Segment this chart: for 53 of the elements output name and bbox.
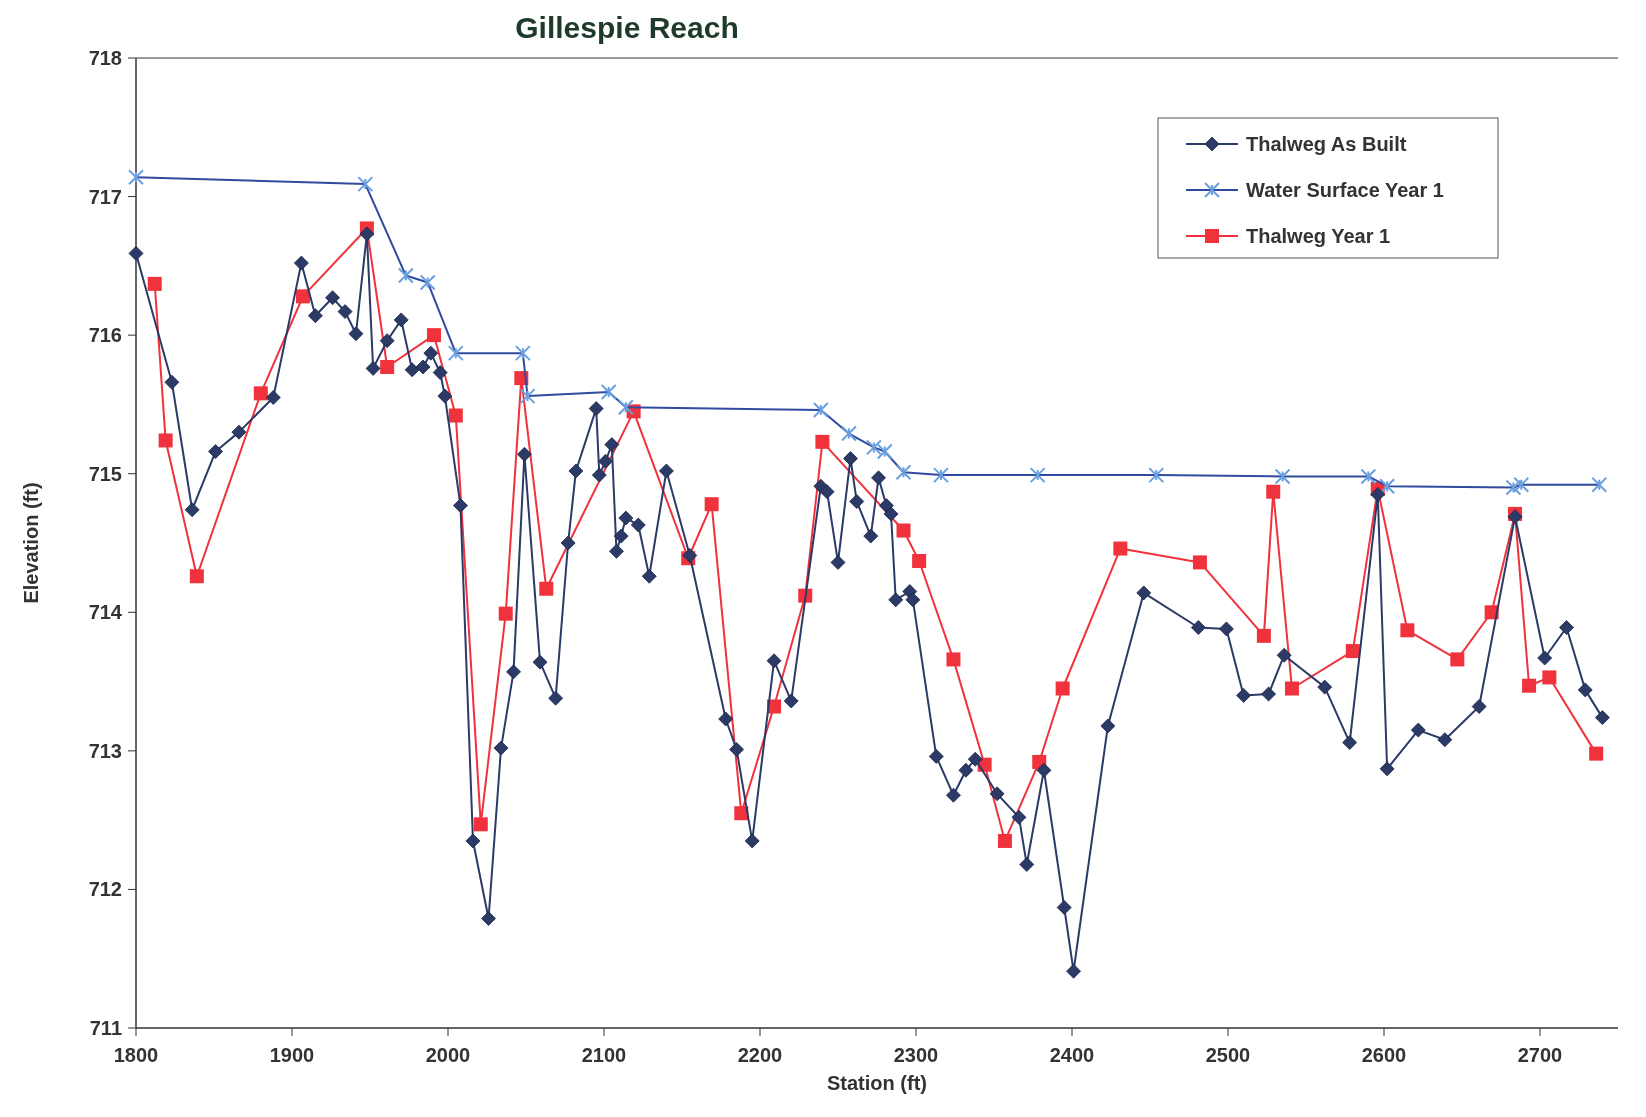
point [815, 434, 830, 449]
point [380, 360, 395, 375]
y-tick-label: 715 [88, 462, 122, 485]
point [946, 652, 961, 667]
point [147, 276, 162, 291]
x-tick-label: 2100 [581, 1044, 627, 1066]
point [1256, 628, 1271, 643]
point [498, 606, 513, 621]
x-tick-label: 2600 [1361, 1044, 1407, 1066]
point [704, 497, 719, 512]
point [1450, 652, 1465, 667]
point [1055, 681, 1070, 696]
legend-label: Thalweg Year 1 [1246, 225, 1391, 247]
y-tick-label: 716 [88, 324, 122, 347]
point [473, 817, 488, 832]
point [896, 523, 911, 538]
chart-title: Gillespie Reach [515, 11, 739, 44]
point [1284, 681, 1299, 696]
point [448, 408, 463, 423]
point [295, 289, 310, 304]
point [158, 433, 173, 448]
x-tick-label: 2200 [737, 1044, 783, 1066]
y-tick-label: 714 [88, 601, 123, 624]
y-tick-label: 718 [88, 47, 122, 69]
x-tick-label: 2500 [1205, 1044, 1251, 1066]
x-tick-label: 2400 [1049, 1044, 1095, 1066]
point [1266, 484, 1281, 499]
point [189, 569, 204, 584]
legend-label: Thalweg As Built [1246, 133, 1407, 155]
y-tick-label: 713 [88, 739, 122, 762]
y-tick-label: 717 [88, 185, 122, 208]
x-tick-label: 2300 [893, 1044, 939, 1066]
x-tick-label: 2700 [1517, 1044, 1563, 1066]
x-tick-label: 2000 [425, 1044, 471, 1066]
y-tick-label: 712 [88, 878, 122, 901]
x-tick-label: 1900 [269, 1044, 315, 1066]
point [1589, 746, 1604, 761]
y-tick-label: 711 [89, 1017, 122, 1039]
point [253, 386, 268, 401]
point [1113, 541, 1128, 556]
x-tick-label: 1800 [113, 1044, 159, 1066]
x-axis-title: Station (ft) [827, 1072, 927, 1094]
point [539, 581, 554, 596]
point [1400, 623, 1415, 638]
y-axis-title: Elevation (ft) [20, 482, 42, 604]
point [426, 328, 441, 343]
point [1522, 678, 1537, 693]
legend-label: Water Surface Year 1 [1246, 179, 1444, 201]
point [1192, 555, 1207, 570]
point [1542, 670, 1557, 685]
point [912, 554, 927, 569]
point [1345, 644, 1360, 659]
point [997, 833, 1012, 848]
